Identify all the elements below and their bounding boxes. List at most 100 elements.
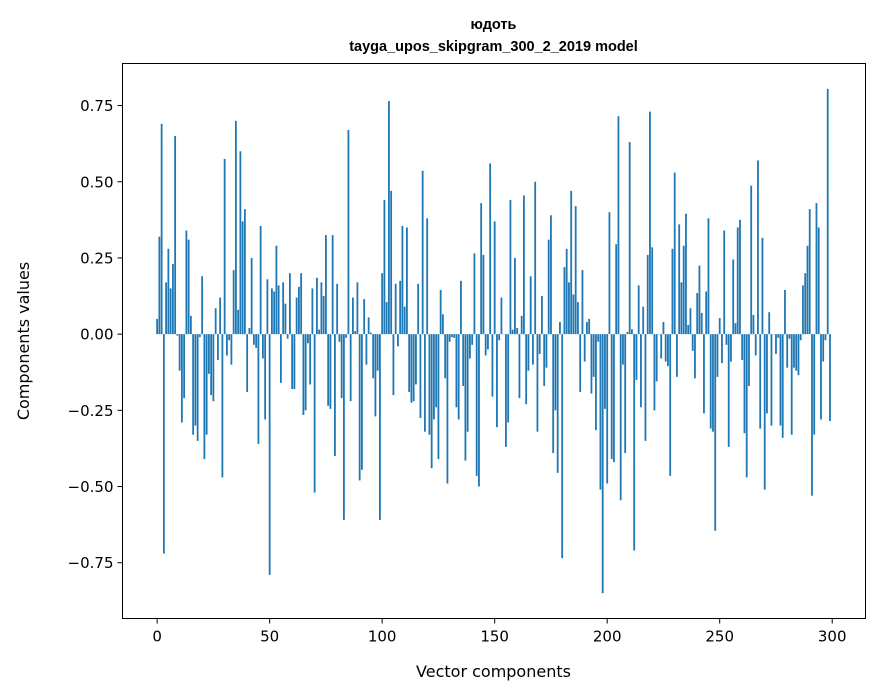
bar-component-269 xyxy=(761,237,764,335)
bar-component-161 xyxy=(518,334,521,399)
bar-component-73 xyxy=(320,282,323,335)
bar-component-14 xyxy=(187,239,190,335)
bar-component-145 xyxy=(482,254,485,335)
bar-component-156 xyxy=(507,334,510,423)
x-tick-label: 50 xyxy=(260,628,279,646)
bar-component-12 xyxy=(183,334,186,399)
bar-component-183 xyxy=(568,282,570,335)
bar-component-174 xyxy=(547,239,550,335)
bar-component-201 xyxy=(608,212,611,335)
bar-component-16 xyxy=(192,334,195,435)
bar-component-242 xyxy=(700,312,703,335)
bar-component-3 xyxy=(162,334,165,554)
bar-component-299 xyxy=(829,334,831,422)
bar-component-296 xyxy=(822,334,825,362)
bar-component-124 xyxy=(435,334,438,408)
bar-component-151 xyxy=(496,334,498,428)
bar-component-88 xyxy=(354,331,357,335)
x-tick-label: 0 xyxy=(152,628,162,646)
bar-component-260 xyxy=(741,334,744,361)
bar-component-120 xyxy=(426,218,429,335)
bar-component-50 xyxy=(268,334,271,575)
bar-component-56 xyxy=(282,282,285,335)
bar-component-171 xyxy=(541,296,543,335)
bar-component-218 xyxy=(646,254,649,335)
bar-component-15 xyxy=(189,315,192,335)
bar-component-52 xyxy=(273,291,276,335)
bar-component-57 xyxy=(284,303,287,335)
bar-component-243 xyxy=(703,334,705,414)
bar-component-48 xyxy=(264,334,267,420)
bar-component-198 xyxy=(601,334,604,594)
bar-component-250 xyxy=(718,317,721,335)
bar-component-217 xyxy=(644,334,647,441)
bar-component-264 xyxy=(750,185,753,335)
bar-component-80 xyxy=(336,283,339,335)
bar-component-93 xyxy=(365,334,368,365)
bar-component-32 xyxy=(228,334,231,341)
bar-component-297 xyxy=(824,334,827,341)
bar-component-231 xyxy=(676,334,678,377)
bar-component-224 xyxy=(660,334,663,359)
bar-component-119 xyxy=(424,334,426,432)
bar-component-211 xyxy=(631,329,633,335)
bar-component-164 xyxy=(525,334,528,405)
bar-component-184 xyxy=(570,190,573,335)
bar-component-11 xyxy=(180,334,183,423)
bar-component-220 xyxy=(651,247,654,335)
bar-component-42 xyxy=(250,257,253,335)
chart-title-line-1: юдоть xyxy=(471,17,517,33)
bar-component-219 xyxy=(649,111,651,335)
bar-component-153 xyxy=(500,297,503,335)
bar-component-23 xyxy=(207,334,210,374)
bar-component-49 xyxy=(266,279,269,335)
axes-frame xyxy=(122,63,866,619)
bar-component-69 xyxy=(311,288,314,335)
bar-component-165 xyxy=(527,334,530,371)
bar-component-24 xyxy=(210,334,213,396)
bar-component-112 xyxy=(408,334,411,393)
bar-component-62 xyxy=(295,297,298,335)
bar-component-238 xyxy=(691,334,694,351)
bar-component-181 xyxy=(563,267,566,335)
y-tick-label: −0.50 xyxy=(68,478,114,496)
bar-component-147 xyxy=(487,334,489,350)
bar-component-229 xyxy=(671,248,674,335)
bar-component-230 xyxy=(673,172,676,335)
bar-component-298 xyxy=(826,88,829,335)
bar-component-141 xyxy=(473,253,476,335)
bar-component-236 xyxy=(687,324,690,335)
bar-component-166 xyxy=(529,276,532,335)
bar-component-22 xyxy=(205,334,208,435)
bar-component-179 xyxy=(559,321,561,335)
bar-component-287 xyxy=(802,285,804,335)
bar-component-289 xyxy=(806,245,809,335)
bar-component-255 xyxy=(730,334,732,362)
bar-component-180 xyxy=(561,334,564,559)
bar-component-241 xyxy=(698,265,701,335)
bar-component-142 xyxy=(475,334,478,476)
bar-component-0 xyxy=(156,318,159,335)
bar-component-83 xyxy=(343,334,345,521)
bar-component-9 xyxy=(176,334,179,336)
bar-component-55 xyxy=(279,334,282,383)
bar-component-67 xyxy=(307,334,309,344)
bar-component-213 xyxy=(635,334,638,380)
bar-component-96 xyxy=(372,334,375,379)
bar-component-263 xyxy=(748,334,750,386)
bar-component-267 xyxy=(757,160,759,335)
bar-component-4 xyxy=(165,282,168,335)
bar-component-31 xyxy=(225,334,228,356)
bar-component-275 xyxy=(775,334,777,354)
x-tick-label: 150 xyxy=(480,628,509,646)
bar-component-283 xyxy=(793,334,795,368)
x-tick-label: 300 xyxy=(818,628,847,646)
bar-component-277 xyxy=(779,334,782,426)
bar-component-35 xyxy=(234,120,237,335)
bar-component-51 xyxy=(270,288,273,335)
bar-component-239 xyxy=(694,334,696,379)
bar-component-70 xyxy=(313,334,316,493)
bar-component-244 xyxy=(705,291,708,335)
bar-component-170 xyxy=(538,334,541,354)
bar-component-266 xyxy=(754,334,757,356)
